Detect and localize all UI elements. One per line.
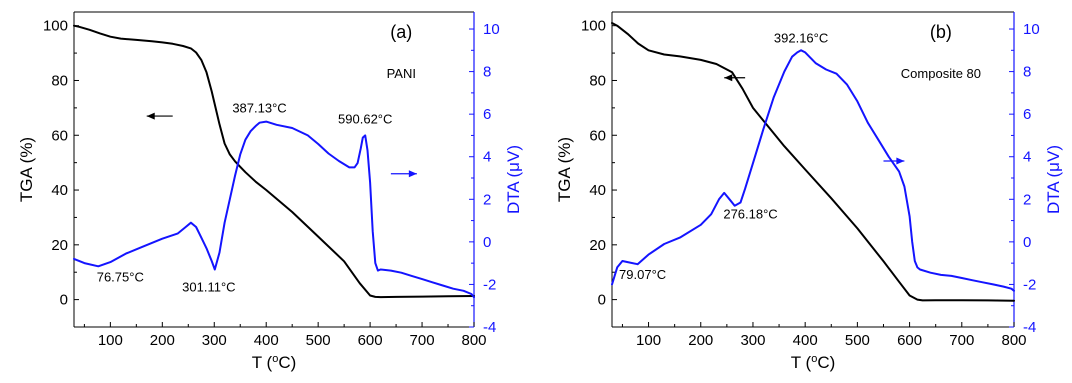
sample-label: PANI: [387, 66, 416, 81]
x-tick-label: 400: [793, 332, 818, 349]
y-left-tick-label: 100: [581, 18, 606, 35]
x-tick-label: 200: [688, 332, 713, 349]
x-tick-label: 600: [897, 332, 922, 349]
x-tick-label: 300: [740, 332, 765, 349]
arrow-head: [724, 74, 733, 82]
y-right-tick-label: 6: [483, 106, 491, 123]
y-right-tick-label: -4: [1023, 319, 1036, 336]
x-tick-label: 100: [636, 332, 661, 349]
arrow-head: [408, 170, 417, 178]
y-right-tick-label: -2: [483, 276, 496, 293]
peak-annotation: 76.75°C: [97, 269, 144, 284]
y-right-axis-title-unit: V): [1044, 145, 1063, 162]
tga-curve: [611, 22, 1015, 302]
x-axis-title-part: T (: [791, 353, 812, 372]
chart-panel-a: 100 200 300 400 500 600 700 800020406080100-4-2…: [17, 11, 523, 372]
y-left-tick-label: 60: [51, 127, 68, 144]
panel-label: (a): [390, 22, 412, 42]
y-left-tick-label: 80: [589, 72, 606, 89]
x-tick-label: 200: [150, 332, 175, 349]
y-right-axis-title-part: DTA (: [504, 171, 523, 214]
x-tick-label: 600: [358, 332, 383, 349]
y-left-tick-label: 0: [60, 292, 68, 309]
dta-curve: [73, 120, 475, 299]
x-tick-label: 700: [949, 332, 974, 349]
x-axis-title: T (oC): [252, 353, 297, 372]
sample-label: Composite 80: [901, 66, 981, 81]
peak-annotation: 387.13°C: [232, 101, 286, 116]
y-right-tick-label: 4: [483, 149, 491, 166]
x-tick-label: 500: [306, 332, 331, 349]
y-right-tick-label: 8: [483, 64, 491, 81]
peak-annotation: 392.16°C: [774, 30, 828, 45]
y-left-tick-label: 0: [598, 292, 606, 309]
y-left-axis-title: TGA (%): [17, 137, 36, 202]
dta-curve: [611, 49, 1015, 292]
y-right-axis-title-unit: V): [504, 145, 523, 162]
chart-panel-b: 100 200 300 400 500 600 700 800020406080100-4-2…: [555, 11, 1063, 372]
y-right-tick-label: -2: [1023, 276, 1036, 293]
x-tick-label: 800: [1001, 332, 1026, 349]
y-left-axis-title: TGA (%): [555, 137, 574, 202]
peak-annotation: 590.62°C: [338, 111, 392, 126]
x-tick-label: 400: [254, 332, 279, 349]
x-tick-label: 100: [98, 332, 123, 349]
x-axis-title-part: T (: [252, 353, 273, 372]
y-right-tick-label: -4: [483, 319, 496, 336]
x-axis-title-degree: o: [811, 353, 817, 365]
y-right-tick-label: 2: [483, 191, 491, 208]
x-axis-title-unit: C): [278, 353, 296, 372]
x-axis-title-degree: o: [272, 353, 278, 365]
y-right-axis-title: DTA (μV): [504, 145, 523, 214]
x-tick-label: 300: [202, 332, 227, 349]
peak-annotation: 276.18°C: [723, 206, 777, 221]
y-right-tick-label: 0: [483, 234, 491, 251]
arrow-head: [896, 157, 905, 165]
y-left-tick-label: 20: [589, 237, 606, 254]
peak-annotation: 79.07°C: [619, 267, 666, 282]
y-left-tick-label: 80: [51, 72, 68, 89]
y-right-axis-title-part: DTA (: [1044, 171, 1063, 214]
x-tick-label: 700: [410, 332, 435, 349]
y-right-tick-label: 8: [1023, 64, 1031, 81]
x-tick-label: 800: [461, 332, 486, 349]
y-right-axis-title-mu: μ: [1044, 162, 1063, 172]
y-right-axis-title: DTA (μV): [1044, 145, 1063, 214]
y-left-tick-label: 40: [589, 182, 606, 199]
y-left-tick-label: 20: [51, 237, 68, 254]
y-left-tick-label: 60: [589, 127, 606, 144]
y-right-tick-label: 4: [1023, 149, 1031, 166]
x-axis-title-unit: C): [817, 353, 835, 372]
y-right-tick-label: 0: [1023, 234, 1031, 251]
tga-curve: [73, 24, 475, 299]
y-right-tick-label: 2: [1023, 191, 1031, 208]
y-right-axis-title-mu: μ: [504, 162, 523, 172]
peak-annotation: 301.11°C: [182, 280, 235, 295]
panel-label: (b): [930, 22, 952, 42]
x-tick-label: 500: [845, 332, 870, 349]
y-left-tick-label: 40: [51, 182, 68, 199]
y-right-tick-label: 6: [1023, 106, 1031, 123]
y-right-tick-label: 10: [1023, 21, 1040, 38]
y-left-tick-label: 100: [43, 18, 68, 35]
arrow-head: [146, 112, 155, 120]
x-axis-title: T (oC): [791, 353, 836, 372]
y-right-tick-label: 10: [483, 21, 500, 38]
